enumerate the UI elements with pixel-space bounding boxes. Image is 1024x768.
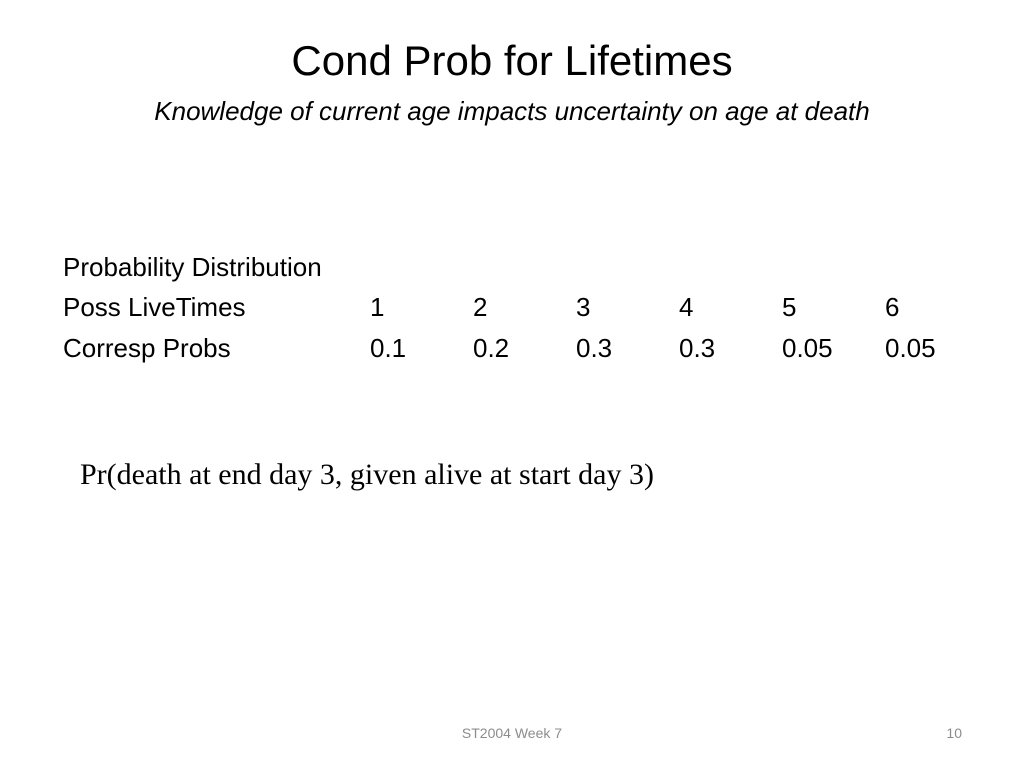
table-cell: 0.2 xyxy=(473,333,510,363)
slide-number: 10 xyxy=(946,725,962,741)
table-cell: 0.3 xyxy=(576,333,613,363)
table-cell: 0.05 xyxy=(782,333,833,363)
footer-course: ST2004 Week 7 xyxy=(461,725,563,741)
table-cell: 6 xyxy=(885,292,900,322)
table-cell: 1 xyxy=(370,292,385,322)
table-cell: 2 xyxy=(473,292,488,322)
table-cell: 4 xyxy=(679,292,694,322)
table-cell: 5 xyxy=(782,292,797,322)
table-cell: 0.05 xyxy=(885,333,936,363)
table-row-livetimes: Poss LiveTimes 1 2 3 4 5 6 xyxy=(63,290,965,331)
table-cell: 3 xyxy=(576,292,591,322)
table-cell: 0.3 xyxy=(679,333,716,363)
question-text: Pr(death at end day 3, given alive at st… xyxy=(80,458,654,491)
distribution-table: Poss LiveTimes 1 2 3 4 5 6 Corresp Probs… xyxy=(63,290,965,372)
row-label: Poss LiveTimes xyxy=(63,292,246,322)
slide-subtitle: Knowledge of current age impacts uncerta… xyxy=(154,96,870,126)
table-row-probs: Corresp Probs 0.1 0.2 0.3 0.3 0.05 0.05 xyxy=(63,331,965,372)
slide-title: Cond Prob for Lifetimes xyxy=(291,37,733,84)
table-cell: 0.1 xyxy=(370,333,407,363)
row-label: Corresp Probs xyxy=(63,333,231,363)
distribution-heading: Probability Distribution xyxy=(63,252,322,282)
